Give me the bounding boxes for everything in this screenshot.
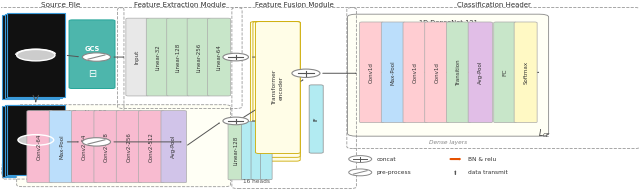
Text: Input: Input <box>135 50 140 64</box>
Text: Linear-64: Linear-64 <box>216 44 221 70</box>
Text: data transmit: data transmit <box>468 170 508 175</box>
FancyBboxPatch shape <box>250 22 300 161</box>
FancyBboxPatch shape <box>253 22 300 157</box>
Text: Conv2-64: Conv2-64 <box>82 133 87 160</box>
FancyBboxPatch shape <box>139 111 164 183</box>
Text: pre-process: pre-process <box>376 170 411 175</box>
Text: Avg-Pool: Avg-Pool <box>478 61 483 84</box>
Text: Feature Extraction Module: Feature Extraction Module <box>134 2 226 7</box>
Text: FC: FC <box>502 69 508 76</box>
Circle shape <box>223 53 248 61</box>
Circle shape <box>349 156 372 162</box>
Text: Conv1d: Conv1d <box>413 62 418 83</box>
Circle shape <box>18 135 54 145</box>
Text: Linear-128: Linear-128 <box>234 136 239 165</box>
FancyBboxPatch shape <box>207 18 230 96</box>
FancyBboxPatch shape <box>167 18 189 96</box>
Text: GCS: GCS <box>84 46 100 52</box>
FancyBboxPatch shape <box>161 111 186 183</box>
Text: Classification Header: Classification Header <box>457 2 531 7</box>
FancyBboxPatch shape <box>403 22 428 123</box>
Text: Linear-256: Linear-256 <box>196 43 201 72</box>
Text: Linear-32: Linear-32 <box>156 44 160 70</box>
Circle shape <box>292 69 320 77</box>
Circle shape <box>83 53 111 61</box>
Text: Avg-Pool: Avg-Pool <box>172 135 176 158</box>
Text: Max-Pool: Max-Pool <box>60 134 65 159</box>
Text: 1D DenseNet-121: 1D DenseNet-121 <box>419 20 477 26</box>
FancyBboxPatch shape <box>27 111 52 183</box>
FancyBboxPatch shape <box>17 105 230 187</box>
Bar <box>4 14 62 98</box>
Text: Linear-128: Linear-128 <box>176 43 180 72</box>
FancyBboxPatch shape <box>493 22 516 123</box>
Text: Source File: Source File <box>41 2 81 7</box>
Text: 16 heads: 16 heads <box>243 179 269 184</box>
FancyBboxPatch shape <box>255 22 300 153</box>
Bar <box>2 15 60 99</box>
Text: Conv1d: Conv1d <box>435 62 440 83</box>
Text: $L_{CE}$: $L_{CE}$ <box>538 128 551 140</box>
FancyBboxPatch shape <box>147 18 170 96</box>
Bar <box>2 106 60 177</box>
Text: Dense layers: Dense layers <box>429 140 467 145</box>
FancyBboxPatch shape <box>49 111 75 183</box>
FancyBboxPatch shape <box>447 22 470 123</box>
Text: Transformer
encoder: Transformer encoder <box>273 70 284 105</box>
Text: Conv2-128: Conv2-128 <box>104 132 109 162</box>
FancyBboxPatch shape <box>241 121 253 180</box>
FancyBboxPatch shape <box>360 22 384 123</box>
Text: Transition: Transition <box>456 59 461 86</box>
FancyBboxPatch shape <box>94 111 120 183</box>
Text: BN & relu: BN & relu <box>468 157 497 161</box>
FancyBboxPatch shape <box>116 111 142 183</box>
Circle shape <box>223 117 248 125</box>
FancyBboxPatch shape <box>187 18 210 96</box>
FancyBboxPatch shape <box>381 22 406 123</box>
Circle shape <box>349 169 372 176</box>
FancyBboxPatch shape <box>425 22 449 123</box>
Text: Max-Pool: Max-Pool <box>391 60 396 85</box>
FancyBboxPatch shape <box>126 18 149 96</box>
FancyBboxPatch shape <box>69 20 115 89</box>
Bar <box>4 105 62 176</box>
Circle shape <box>17 50 55 61</box>
Text: Conv2-512: Conv2-512 <box>149 132 154 162</box>
FancyBboxPatch shape <box>72 111 97 183</box>
Text: Feature Fusion Module: Feature Fusion Module <box>255 2 333 7</box>
Text: ⊟: ⊟ <box>88 69 96 79</box>
Text: IF: IF <box>314 117 319 121</box>
Text: Conv2-64: Conv2-64 <box>37 133 42 160</box>
Text: backbone of ResNet-50: backbone of ResNet-50 <box>29 110 108 116</box>
Text: Conv1d: Conv1d <box>369 62 374 83</box>
FancyBboxPatch shape <box>348 14 548 136</box>
Text: Softmax: Softmax <box>523 61 528 84</box>
FancyBboxPatch shape <box>251 121 262 180</box>
Bar <box>7 105 65 175</box>
FancyBboxPatch shape <box>309 85 323 153</box>
Text: Conv2-256: Conv2-256 <box>127 132 132 162</box>
Text: concat: concat <box>376 157 396 161</box>
Circle shape <box>83 138 111 146</box>
Bar <box>7 13 65 97</box>
FancyBboxPatch shape <box>514 22 537 123</box>
FancyBboxPatch shape <box>228 121 244 180</box>
FancyBboxPatch shape <box>468 22 492 123</box>
FancyBboxPatch shape <box>260 121 272 180</box>
